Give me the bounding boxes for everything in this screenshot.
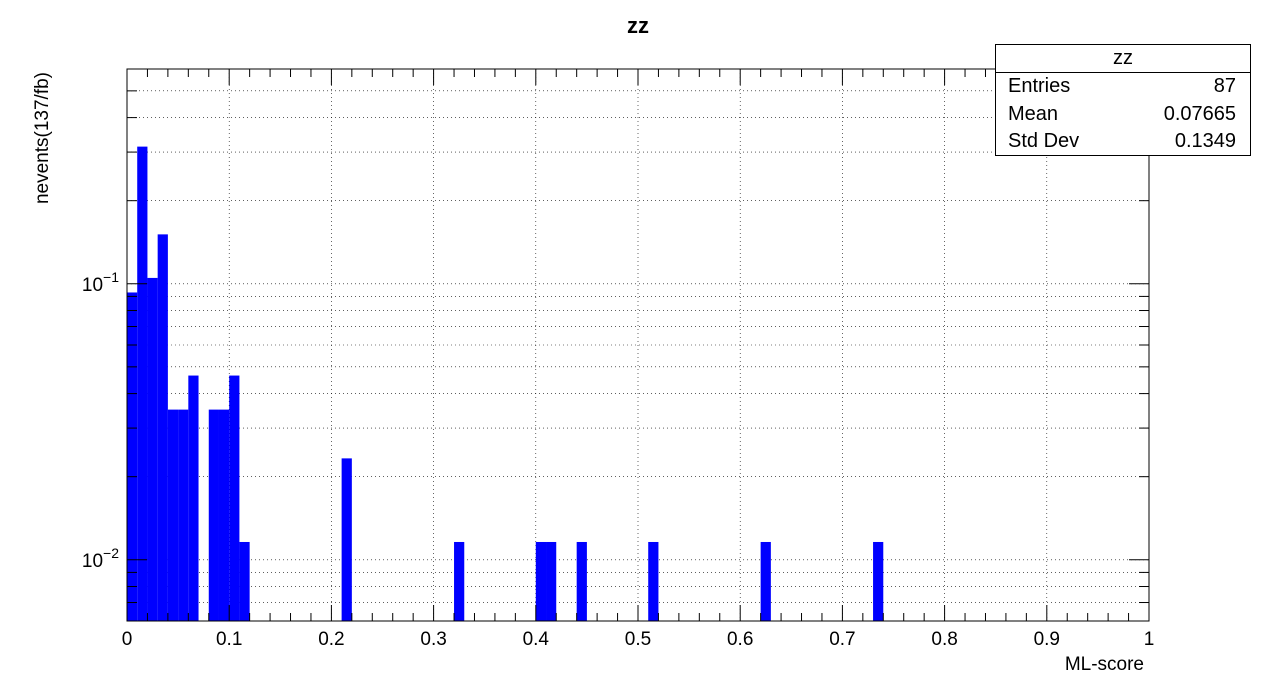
chart-title: zz [627, 13, 649, 38]
x-tick-label: 0 [122, 629, 133, 650]
x-tick-label: 0.3 [420, 629, 446, 650]
x-tick-label: 0.6 [727, 629, 753, 650]
histogram-bar [454, 541, 465, 621]
histogram-bar [208, 409, 219, 621]
histogram-bar [157, 234, 168, 621]
y-tick-label-base: 10 [82, 275, 103, 296]
x-tick-label: 0.8 [931, 629, 957, 650]
histogram-bar [127, 292, 138, 621]
x-tick-label: 0.9 [1034, 629, 1060, 650]
y-tick-label-base: 10 [82, 551, 103, 572]
histogram-bar [167, 409, 179, 621]
x-axis-ticks: 0 0.1 0.2 0.3 0.4 0.5 0.6 0.7 0.8 0.9 1 [122, 69, 1155, 650]
x-tick-label: 0.2 [318, 629, 344, 650]
histogram-bar [137, 146, 148, 621]
histogram-bar [576, 541, 587, 621]
histogram-bar [188, 375, 199, 621]
x-tick-label: 0.1 [216, 629, 242, 650]
stats-label: Std Dev [1008, 130, 1080, 152]
x-tick-label: 0.5 [625, 629, 651, 650]
x-tick-label: 0.7 [829, 629, 855, 650]
histogram-bar [546, 541, 557, 621]
histogram-bar [648, 541, 659, 621]
stats-row-stddev: Std Dev 0.1349 [996, 128, 1250, 156]
histogram-bar [229, 375, 240, 621]
y-axis-label: nevents(137/fb) [32, 72, 53, 204]
histogram-bar [239, 541, 250, 621]
histogram-bar [873, 541, 884, 621]
stats-row-entries: Entries 87 [996, 73, 1250, 101]
y-tick-label-exponent: −2 [103, 545, 119, 561]
histogram-bar [760, 541, 771, 621]
y-tick-label-exponent: −1 [103, 269, 119, 285]
histogram-bar [218, 409, 230, 621]
histogram-bar [178, 409, 189, 621]
stats-value: 0.07665 [1163, 102, 1236, 125]
x-tick-label: 0.4 [523, 629, 550, 650]
stats-value: 0.1349 [1174, 130, 1236, 152]
stats-label: Entries [1008, 75, 1071, 97]
grid-lines [127, 69, 1149, 622]
histogram-bar [535, 541, 547, 621]
y-axis-ticks: 10−110−2 [82, 90, 1149, 622]
stats-row-mean: Mean 0.07665 [996, 101, 1250, 129]
x-tick-label: 1 [1144, 629, 1155, 650]
y-tick-label: 10−1 [82, 269, 119, 296]
x-axis-label: ML-score [1065, 654, 1144, 675]
stats-label: Mean [1008, 102, 1059, 125]
stats-value: 87 [1213, 75, 1236, 97]
histogram-bars [127, 146, 884, 621]
histogram-bar [147, 277, 158, 621]
histogram-bar [341, 458, 352, 621]
stats-title: zz [996, 45, 1250, 73]
stats-box: zz Entries 87 Mean 0.07665 Std Dev 0.134… [995, 44, 1251, 156]
y-tick-label: 10−2 [82, 545, 119, 572]
